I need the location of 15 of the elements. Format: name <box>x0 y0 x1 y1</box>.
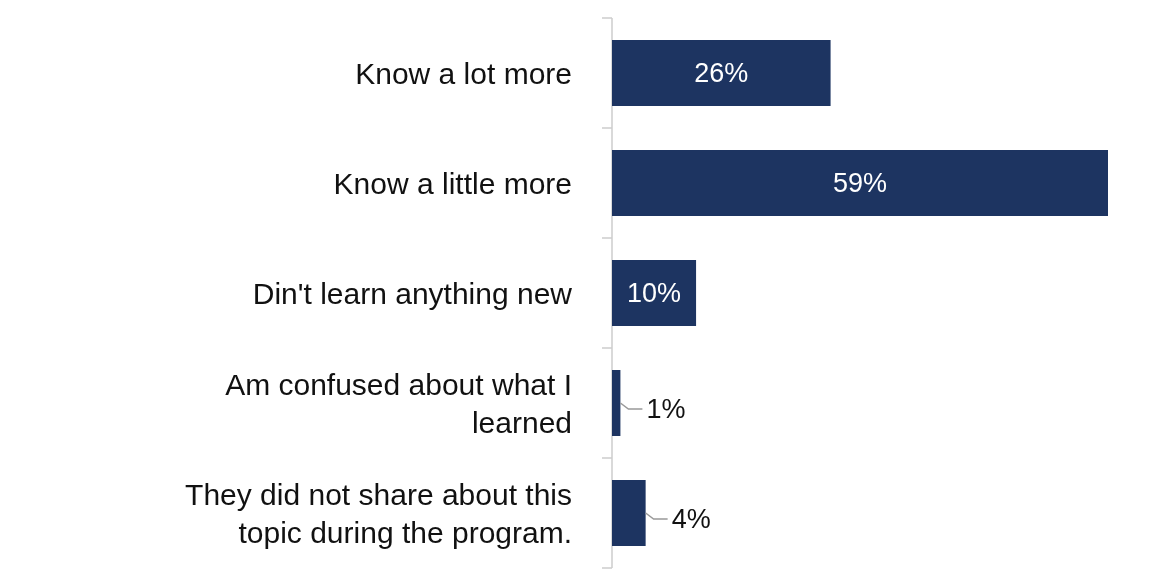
y-tick-label: Din't learn anything new <box>252 276 573 310</box>
y-tick-label: Am confused about what I learned <box>225 367 572 439</box>
y-tick-label: Know a lot more <box>355 56 572 90</box>
y-tick-label: Know a little more <box>333 166 572 200</box>
data-label: 1% <box>646 394 686 425</box>
data-label: 59% <box>832 168 888 199</box>
bar <box>612 370 621 436</box>
bar <box>612 150 1108 216</box>
data-label: 26% <box>694 58 749 89</box>
bar <box>612 480 646 546</box>
y-tick-label: They did not share about this topic during the program. <box>185 477 572 549</box>
data-label: 4% <box>671 504 711 535</box>
bar <box>612 40 831 106</box>
bar <box>612 260 697 326</box>
data-label: 10% <box>627 278 682 309</box>
